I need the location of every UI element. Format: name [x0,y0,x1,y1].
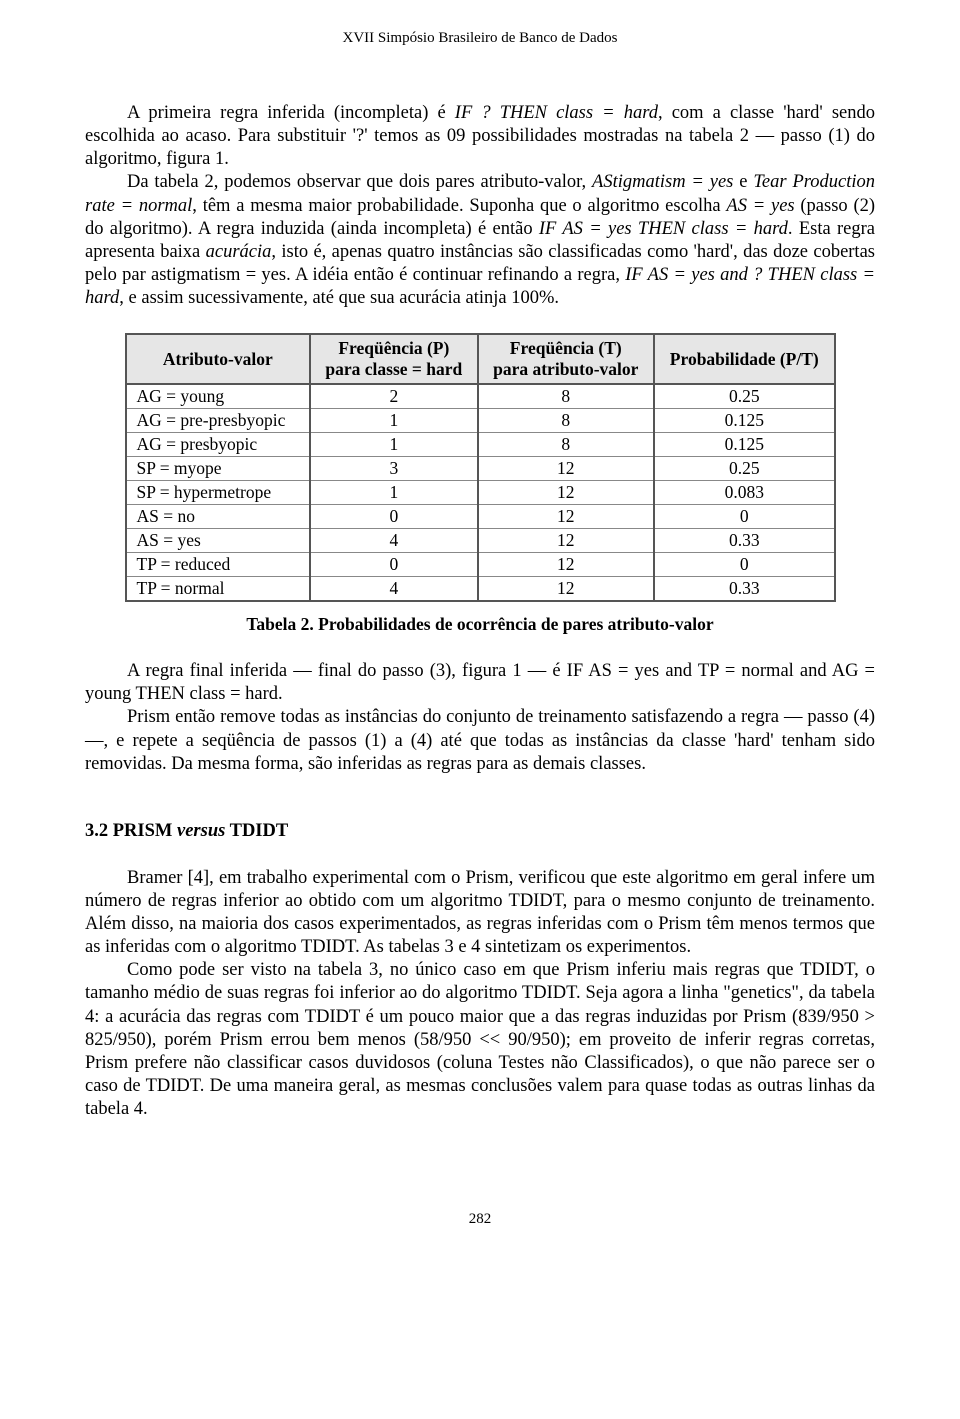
col-freq-t: Freqüência (T)para atributo-valor [478,334,655,384]
cell-value: 3 [310,457,477,481]
cell-value: 0.083 [654,481,834,505]
probability-table: Atributo-valor Freqüência (P)para classe… [125,333,836,602]
cell-value: 8 [478,384,655,409]
table-row: AS = no0120 [126,505,835,529]
cell-attribute: AG = young [126,384,311,409]
cell-value: 0.25 [654,457,834,481]
text: e [733,172,753,192]
cell-value: 12 [478,481,655,505]
section-heading: 3.2 PRISM versus TDIDT [85,821,875,842]
table-row: SP = hypermetrope1120.083 [126,481,835,505]
cell-value: 0.125 [654,433,834,457]
paragraph-6: Como pode ser visto na tabela 3, no únic… [85,959,875,1121]
text-italic: IF ? THEN class = hard [455,103,658,123]
page-number: 282 [85,1211,875,1228]
cell-value: 12 [478,577,655,602]
heading-suffix: TDIDT [225,821,288,841]
paragraph-5: Bramer [4], em trabalho experimental com… [85,867,875,960]
text: Da tabela 2, podemos observar que dois p… [127,172,592,192]
cell-value: 8 [478,409,655,433]
cell-value: 0.33 [654,577,834,602]
cell-value: 0 [654,553,834,577]
table-caption: Tabela 2. Probabilidades de ocorrência d… [85,614,875,635]
cell-value: 0 [310,505,477,529]
cell-value: 1 [310,409,477,433]
cell-value: 8 [478,433,655,457]
col-attribute: Atributo-valor [126,334,311,384]
table-row: AG = pre-presbyopic180.125 [126,409,835,433]
heading-italic: versus [177,821,225,841]
table-row: TP = normal4120.33 [126,577,835,602]
table-row: TP = reduced0120 [126,553,835,577]
cell-attribute: AG = presbyopic [126,433,311,457]
text-italic: IF AS = yes THEN class = hard [539,219,788,239]
cell-value: 4 [310,529,477,553]
text-italic: AStigmatism = yes [592,172,733,192]
col-probability: Probabilidade (P/T) [654,334,834,384]
cell-value: 1 [310,433,477,457]
cell-attribute: SP = myope [126,457,311,481]
cell-value: 12 [478,529,655,553]
cell-value: 12 [478,553,655,577]
cell-value: 0.33 [654,529,834,553]
text-italic: acurácia [206,242,272,262]
text: , têm a mesma maior probabilidade. Supon… [192,196,726,216]
table-row: AG = young280.25 [126,384,835,409]
cell-value: 12 [478,457,655,481]
cell-attribute: TP = reduced [126,553,311,577]
cell-attribute: AG = pre-presbyopic [126,409,311,433]
cell-attribute: AS = yes [126,529,311,553]
cell-value: 1 [310,481,477,505]
paragraph-1: A primeira regra inferida (incompleta) é… [85,102,875,171]
cell-attribute: SP = hypermetrope [126,481,311,505]
paragraph-2: Da tabela 2, podemos observar que dois p… [85,171,875,310]
heading-prefix: 3.2 PRISM [85,821,177,841]
table-row: SP = myope3120.25 [126,457,835,481]
page-header: XVII Simpósio Brasileiro de Banco de Dad… [85,30,875,47]
cell-value: 4 [310,577,477,602]
cell-attribute: TP = normal [126,577,311,602]
col-freq-p: Freqüência (P)para classe = hard [310,334,477,384]
table-header-row: Atributo-valor Freqüência (P)para classe… [126,334,835,384]
table-row: AS = yes4120.33 [126,529,835,553]
cell-value: 0 [654,505,834,529]
paragraph-4: Prism então remove todas as instâncias d… [85,706,875,775]
paragraph-3: A regra final inferida — final do passo … [85,660,875,706]
cell-value: 2 [310,384,477,409]
text-italic: AS = yes [726,196,794,216]
cell-attribute: AS = no [126,505,311,529]
cell-value: 0.25 [654,384,834,409]
text: A primeira regra inferida (incompleta) é [127,103,455,123]
text: , e assim sucessivamente, até que sua ac… [119,288,559,308]
table-row: AG = presbyopic180.125 [126,433,835,457]
cell-value: 0 [310,553,477,577]
cell-value: 12 [478,505,655,529]
cell-value: 0.125 [654,409,834,433]
